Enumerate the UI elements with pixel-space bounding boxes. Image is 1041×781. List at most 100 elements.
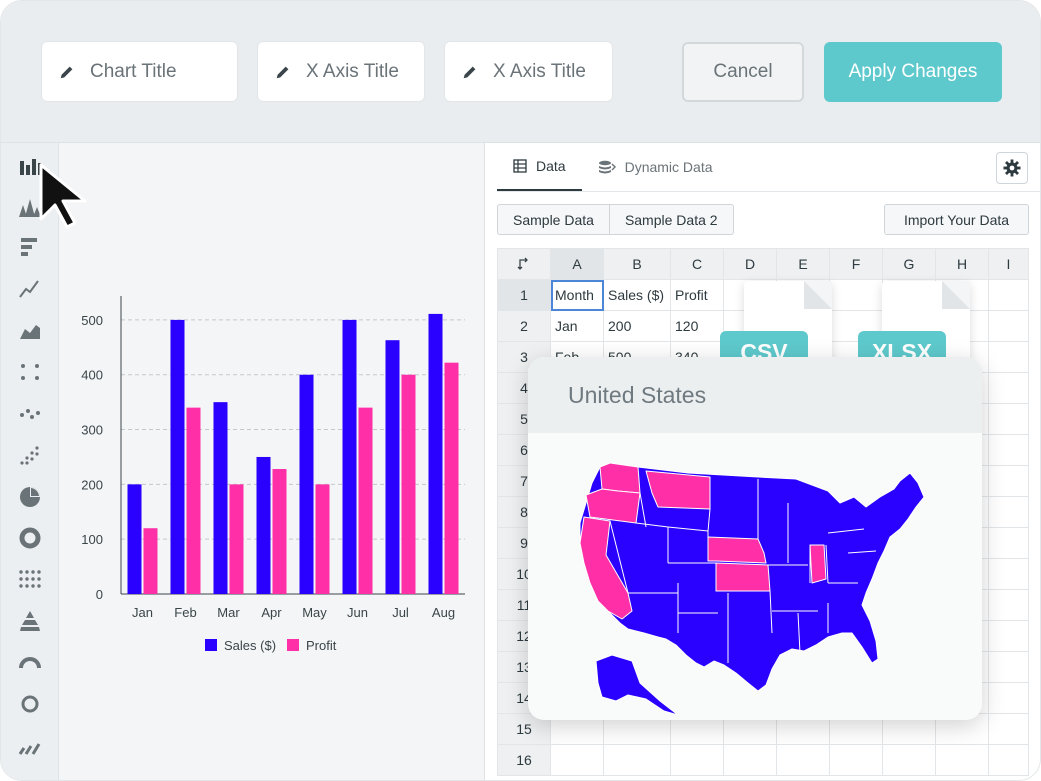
nebraska-state [707,536,767,564]
row-header[interactable]: 1 [497,279,551,311]
dot-plot-icon[interactable] [18,401,42,425]
grid-cell[interactable] [988,713,1029,745]
x-tick-label: Apr [261,605,282,620]
bubble-icon[interactable] [18,443,42,467]
sparkline-icon[interactable] [18,734,42,758]
bar-profit[interactable] [229,484,244,594]
x-axis-title-input[interactable]: X Axis Title [257,41,425,102]
bar-profit[interactable] [444,362,459,594]
pyramid-icon[interactable] [18,609,42,633]
grid-cell[interactable]: 120 [670,310,724,342]
x-tick-label: Mar [217,605,240,620]
column-header-g[interactable]: G [882,248,936,280]
grid-cell[interactable] [988,651,1029,683]
grid-cell[interactable]: Jan [550,310,604,342]
chart-title-input[interactable]: Chart Title [41,41,238,102]
x-tick-label: Aug [432,605,455,620]
grid-cell[interactable] [603,744,671,776]
ring-icon[interactable] [18,692,42,716]
grid-cell[interactable] [988,744,1029,776]
column-header-e[interactable]: E [776,248,830,280]
corner-cell[interactable] [497,248,551,280]
transpose-icon [517,257,528,270]
grid-cell[interactable] [988,341,1029,373]
bar-sales[interactable] [213,402,228,594]
sample-data-button[interactable]: Sample Data [513,211,594,228]
grid-cell[interactable] [829,279,883,311]
area-chart-icon[interactable] [18,319,42,343]
bar-profit[interactable] [186,407,201,594]
grid-cell[interactable] [988,589,1029,621]
x-tick-label: Feb [174,605,196,620]
settings-button[interactable] [996,152,1028,184]
apply-changes-button[interactable]: Apply Changes [824,42,1002,102]
tab-dynamic-data[interactable]: Dynamic Data [582,143,729,191]
grid-cell[interactable] [988,682,1029,714]
column-header-f[interactable]: F [829,248,883,280]
histogram-icon[interactable] [18,195,42,219]
dot-grid-icon[interactable] [18,567,42,591]
cancel-button[interactable]: Cancel [682,42,804,102]
line-chart-icon[interactable] [18,277,42,301]
bar-sales[interactable] [385,340,400,594]
column-header-c[interactable]: C [670,248,724,280]
grid-cell[interactable] [988,496,1029,528]
column-header-d[interactable]: D [723,248,777,280]
bar-chart: 0 100 200 300 400 500 Jan Feb Mar Apr May Jun Jul Aug… [81,296,465,653]
column-header-a[interactable]: A [550,248,604,280]
bar-sales[interactable] [342,319,357,594]
second-axis-title-input[interactable]: X Axis Title [444,41,613,102]
bar-profit[interactable] [401,374,416,594]
grid-cell[interactable]: Month [550,279,604,311]
grid-cell[interactable]: Sales ($) [603,279,671,311]
grid-cell[interactable] [988,620,1029,652]
bar-sales[interactable] [256,456,271,594]
column-header-h[interactable]: H [935,248,989,280]
grid-cell[interactable] [988,403,1029,435]
gauge-icon[interactable] [18,651,42,675]
row-header[interactable]: 16 [497,744,551,776]
column-header-b[interactable]: B [603,248,671,280]
table-icon [513,159,527,173]
bar-sales[interactable] [127,484,142,594]
bar-profit[interactable] [272,469,287,594]
grid-cell[interactable] [550,744,604,776]
grid-cell[interactable] [988,558,1029,590]
grid-cell[interactable]: 200 [603,310,671,342]
grid-cell[interactable] [935,744,989,776]
bar-sales[interactable] [299,374,314,594]
horizontal-bar-icon[interactable] [18,235,42,259]
grid-cell[interactable] [988,527,1029,559]
grid-cell[interactable] [988,465,1029,497]
california-state [579,516,633,620]
y-tick-label: 0 [96,587,103,602]
bar-profit[interactable] [143,528,158,594]
y-tick-label: 500 [81,313,103,328]
import-data-button[interactable]: Import Your Data [884,204,1029,235]
y-tick-label: 400 [81,368,103,383]
row-header[interactable]: 2 [497,310,551,342]
bar-profit[interactable] [315,484,330,594]
grid-cell[interactable]: Profit [670,279,724,311]
bar-sales[interactable] [428,313,443,594]
grid-cell[interactable] [988,434,1029,466]
sample-data-2-button[interactable]: Sample Data 2 [608,205,733,234]
grid-cell[interactable] [988,310,1029,342]
grid-cell[interactable] [670,744,724,776]
grid-cell[interactable] [988,372,1029,404]
tab-data[interactable]: Data [497,143,582,191]
grid-cell[interactable] [723,744,777,776]
scatter-icon[interactable] [18,360,42,384]
grid-cell[interactable] [829,744,883,776]
column-header-i[interactable]: I [988,248,1029,280]
tabs-divider [497,191,1040,192]
legend-swatch [205,639,217,651]
grid-cell[interactable] [882,744,936,776]
bar-profit[interactable] [358,407,373,594]
donut-icon[interactable] [18,526,42,550]
grid-cell[interactable] [988,279,1029,311]
grid-cell[interactable] [776,744,830,776]
bar-sales[interactable] [170,319,185,594]
pie-chart-icon[interactable] [18,485,42,509]
